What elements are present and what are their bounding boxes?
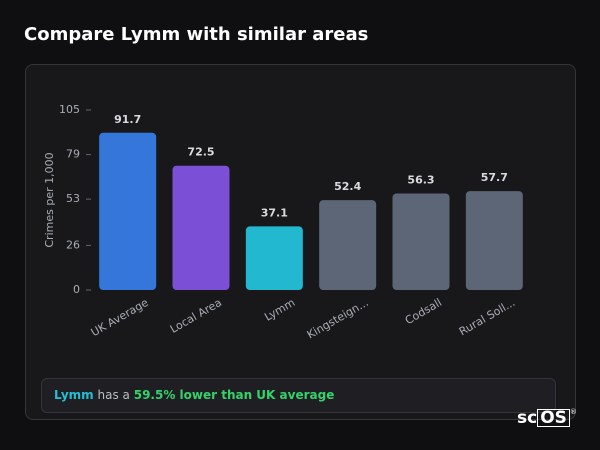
x-tick-label: Codsall xyxy=(403,296,444,327)
bar xyxy=(245,226,303,290)
summary-area: Lymm xyxy=(54,388,94,402)
chart-title: Compare Lymm with similar areas xyxy=(24,24,369,45)
bar xyxy=(99,132,157,290)
y-tick-label: 0 xyxy=(73,283,80,296)
logo: sc OS ® xyxy=(517,408,577,428)
value-label: 72.5 xyxy=(187,146,214,159)
bar xyxy=(465,191,523,290)
value-label: 57.7 xyxy=(481,171,508,184)
bar xyxy=(392,193,450,290)
y-tick-label: 26 xyxy=(66,238,80,251)
summary-text: has a xyxy=(97,388,130,402)
y-tick-label: 79 xyxy=(66,148,80,161)
y-tick-label: 105 xyxy=(59,103,80,116)
y-axis-label: Crimes per 1,000 xyxy=(43,152,56,247)
value-label: 56.3 xyxy=(407,173,434,186)
x-tick-label: Kingsteign... xyxy=(305,296,371,342)
x-tick-label: UK Average xyxy=(89,296,151,339)
summary-comparison: 59.5% lower than UK average xyxy=(133,388,335,402)
value-label: 37.1 xyxy=(261,206,288,219)
summary: Lymm has a 59.5% lower than UK average xyxy=(41,378,556,413)
logo-mark: ® xyxy=(569,408,577,416)
value-label: 52.4 xyxy=(334,180,361,193)
bar xyxy=(172,165,230,290)
logo-boxed: OS xyxy=(537,409,570,427)
x-tick-label: Rural Soll... xyxy=(457,296,517,338)
value-label: 91.7 xyxy=(114,113,141,126)
bar xyxy=(319,200,377,290)
logo-prefix: sc xyxy=(517,408,538,428)
x-tick-label: Local Area xyxy=(168,296,224,336)
x-tick-label: Lymm xyxy=(262,296,297,324)
y-tick-label: 53 xyxy=(66,192,80,205)
